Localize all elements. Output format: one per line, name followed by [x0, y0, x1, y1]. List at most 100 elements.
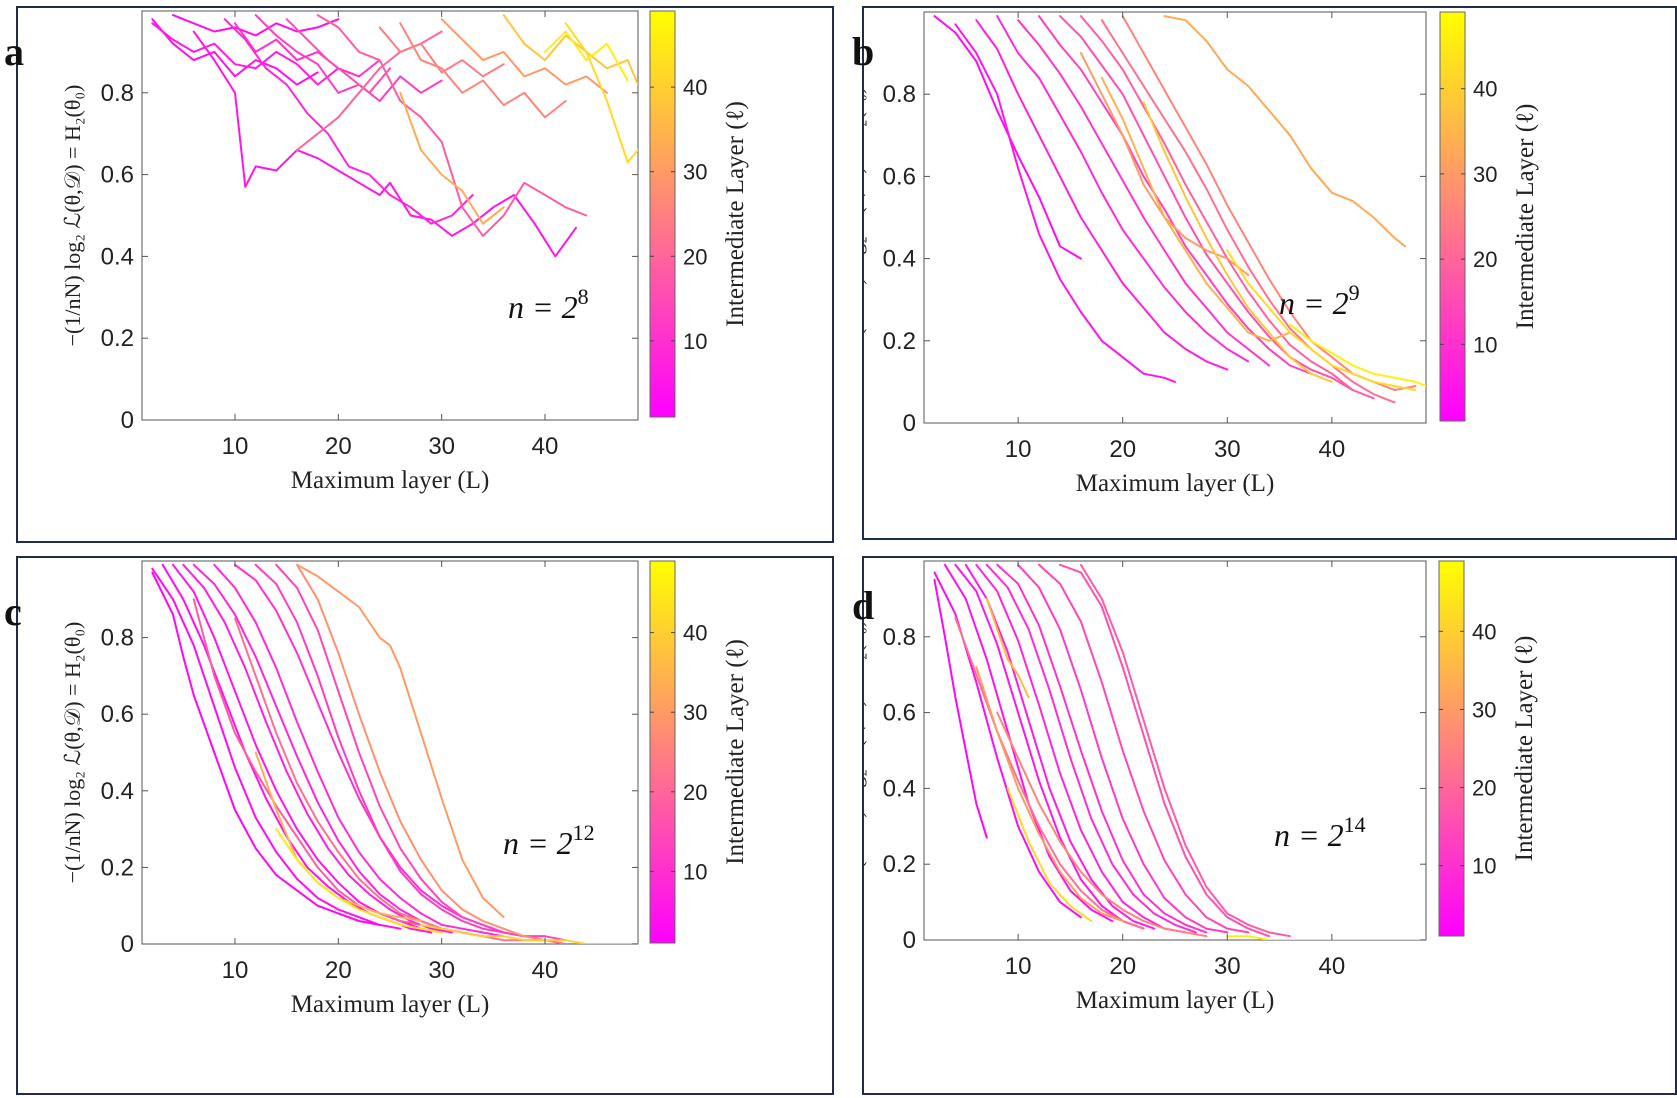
series-line-c-layer-2 [151, 571, 381, 926]
series-line-d-layer-46 [1226, 935, 1426, 940]
y-tick-label-b-2: 0.4 [883, 246, 916, 273]
x-tick-label-b-20: 20 [1109, 436, 1136, 463]
series-line-a-layer-24 [378, 26, 505, 78]
y-axis-label-a: −(1/nN) log₂ ℒ(θ,𝒟) = H₂(θ₀) [60, 85, 85, 347]
series-line-c-layer-28 [296, 563, 546, 942]
annotation-exp-d: 14 [1344, 812, 1366, 837]
y-tick-label-c-1: 0.2 [101, 854, 134, 881]
series-line-a-layer-18 [316, 14, 588, 237]
x-tick-label-d-20: 20 [1109, 953, 1136, 980]
annotation-exp-a: 8 [578, 284, 589, 309]
series-line-a-layer-12 [254, 14, 443, 102]
series-line-d-layer-14 [1038, 563, 1250, 934]
annotation-exp-c: 12 [573, 820, 595, 845]
x-tick-label-a-10: 10 [222, 433, 249, 460]
series-line-a-layer-33 [399, 91, 505, 225]
colorbar-label-d: Intermediate Layer (ℓ) [1511, 636, 1538, 862]
series-line-a-layer-42 [564, 22, 638, 164]
panel-b-label: b [852, 29, 875, 74]
y-axis-label-b: −(1/nN) log₂ ℒ(θ,𝒟) = H₂(θ₀) [864, 87, 867, 349]
x-tick-label-c-40: 40 [532, 957, 559, 984]
x-tick-label-b-10: 10 [1005, 436, 1032, 463]
y-tick-label-a-2: 0.4 [101, 243, 134, 270]
series-line-b-layer-22 [1100, 19, 1396, 404]
y-tick-label-b-4: 0.8 [883, 81, 916, 108]
series-line-a-layer-26 [399, 22, 567, 119]
y-tick-label-b-3: 0.6 [883, 163, 916, 190]
colorbar-tick-label-c-20: 20 [683, 780, 707, 805]
x-axis-label-b: Maximum layer (L) [1076, 470, 1275, 497]
chart-c-svg: 10 20 30 40 0 0.2 0.4 0.6 0.8 Maximum layer (L) −(… [60, 560, 749, 1018]
series-line-b-layer-42 [1226, 249, 1417, 392]
series-line-c-layer-12 [254, 563, 546, 942]
x-axis-label-a: Maximum layer (L) [291, 467, 490, 494]
y-tick-label-a-3: 0.6 [101, 162, 134, 189]
x-tick-label-b-30: 30 [1214, 436, 1241, 463]
colorbar-label-c: Intermediate Layer (ℓ) [722, 639, 749, 865]
colorbar-label-b: Intermediate Layer (ℓ) [1512, 104, 1539, 330]
series-line-d-layer-26 [996, 711, 1208, 938]
y-tick-label-d-2: 0.4 [883, 775, 916, 802]
series-line-d-layer-9 [985, 563, 1197, 934]
annotation-base-a: n = 2 [508, 289, 578, 325]
series-line-b-layer-46 [1289, 323, 1426, 387]
x-tick-label-d-40: 40 [1319, 953, 1346, 980]
series-line-d-layer-22 [954, 616, 1145, 930]
series-line-d-layer-36 [985, 597, 1030, 699]
y-tick-label-d-1: 0.2 [883, 851, 916, 878]
series-group-b [933, 15, 1426, 404]
series-line-d-layer-8 [975, 563, 1187, 934]
colorbar-d [1438, 560, 1465, 937]
x-tick-label-a-40: 40 [532, 433, 559, 460]
series-group-a [151, 14, 638, 258]
panel-c-label: c [4, 589, 22, 634]
colorbar-tick-label-b-30: 30 [1473, 162, 1497, 187]
annotation-a: n = 28 [508, 284, 589, 325]
x-tick-label-d-30: 30 [1214, 953, 1241, 980]
plot-area-c [141, 560, 639, 945]
annotation-exp-b: 9 [1349, 280, 1360, 305]
series-line-a-layer-5 [192, 30, 577, 258]
panel-a-label: a [4, 29, 24, 74]
plot-area-a [141, 10, 639, 421]
series-line-c-layer-3 [151, 567, 402, 930]
series-line-b-layer-33 [1163, 15, 1407, 248]
chart-d-svg: 10 20 30 40 0 0.2 0.4 0.6 0.8 Maximum layer (L) −(… [842, 560, 1538, 1014]
series-line-b-layer-38 [1142, 101, 1333, 383]
plot-area-d [923, 560, 1427, 941]
y-tick-label-b-1: 0.2 [883, 328, 916, 355]
series-line-d-layer-10 [996, 563, 1208, 934]
panel-d-label: d [852, 583, 875, 628]
series-line-d-layer-2 [933, 578, 988, 839]
series-line-b-layer-11 [1017, 19, 1271, 367]
series-line-c-layer-30 [296, 563, 505, 919]
colorbar-label-a: Intermediate Layer (ℓ) [722, 101, 749, 327]
y-axis-label-d: −(1/nN) log₂ ℒ(θ,𝒟) = H₂(θ₀) [864, 620, 867, 882]
panel-a: 10 20 30 40 0 0.2 0.4 0.6 0.8 Maximum layer (L) −(… [16, 6, 834, 543]
series-line-b-layer-16 [1059, 15, 1354, 392]
x-axis-label-c: Maximum layer (L) [291, 991, 490, 1018]
series-line-a-layer-3 [172, 14, 340, 37]
annotation-base-b: n = 2 [1279, 285, 1349, 321]
series-line-c-layer-9 [213, 563, 505, 938]
series-line-a-layer-30 [440, 18, 608, 94]
colorbar-tick-label-a-10: 10 [683, 329, 707, 354]
series-line-a-layer-46 [544, 30, 629, 82]
annotation-b: n = 29 [1279, 280, 1360, 321]
series-line-d-layer-12 [1017, 563, 1229, 934]
x-axis-label-d: Maximum layer (L) [1076, 987, 1275, 1014]
x-tick-label-c-30: 30 [428, 957, 455, 984]
series-line-b-layer-5 [954, 23, 1176, 383]
series-line-a-layer-4 [151, 18, 319, 86]
y-axis-label-c: −(1/nN) log₂ ℒ(θ,𝒟) = H₂(θ₀) [60, 622, 85, 884]
x-tick-label-c-20: 20 [325, 957, 352, 984]
x-tick-label-a-30: 30 [428, 433, 455, 460]
y-tick-label-c-3: 0.6 [101, 701, 134, 728]
y-tick-label-a-4: 0.8 [101, 80, 134, 107]
y-tick-label-b-0: 0 [903, 410, 916, 437]
series-line-a-layer-10 [234, 22, 381, 78]
colorbar-tick-label-d-20: 20 [1472, 776, 1496, 801]
series-group-c [151, 563, 638, 944]
series-line-d-layer-5 [954, 563, 1145, 930]
colorbar-tick-label-b-40: 40 [1473, 77, 1497, 102]
